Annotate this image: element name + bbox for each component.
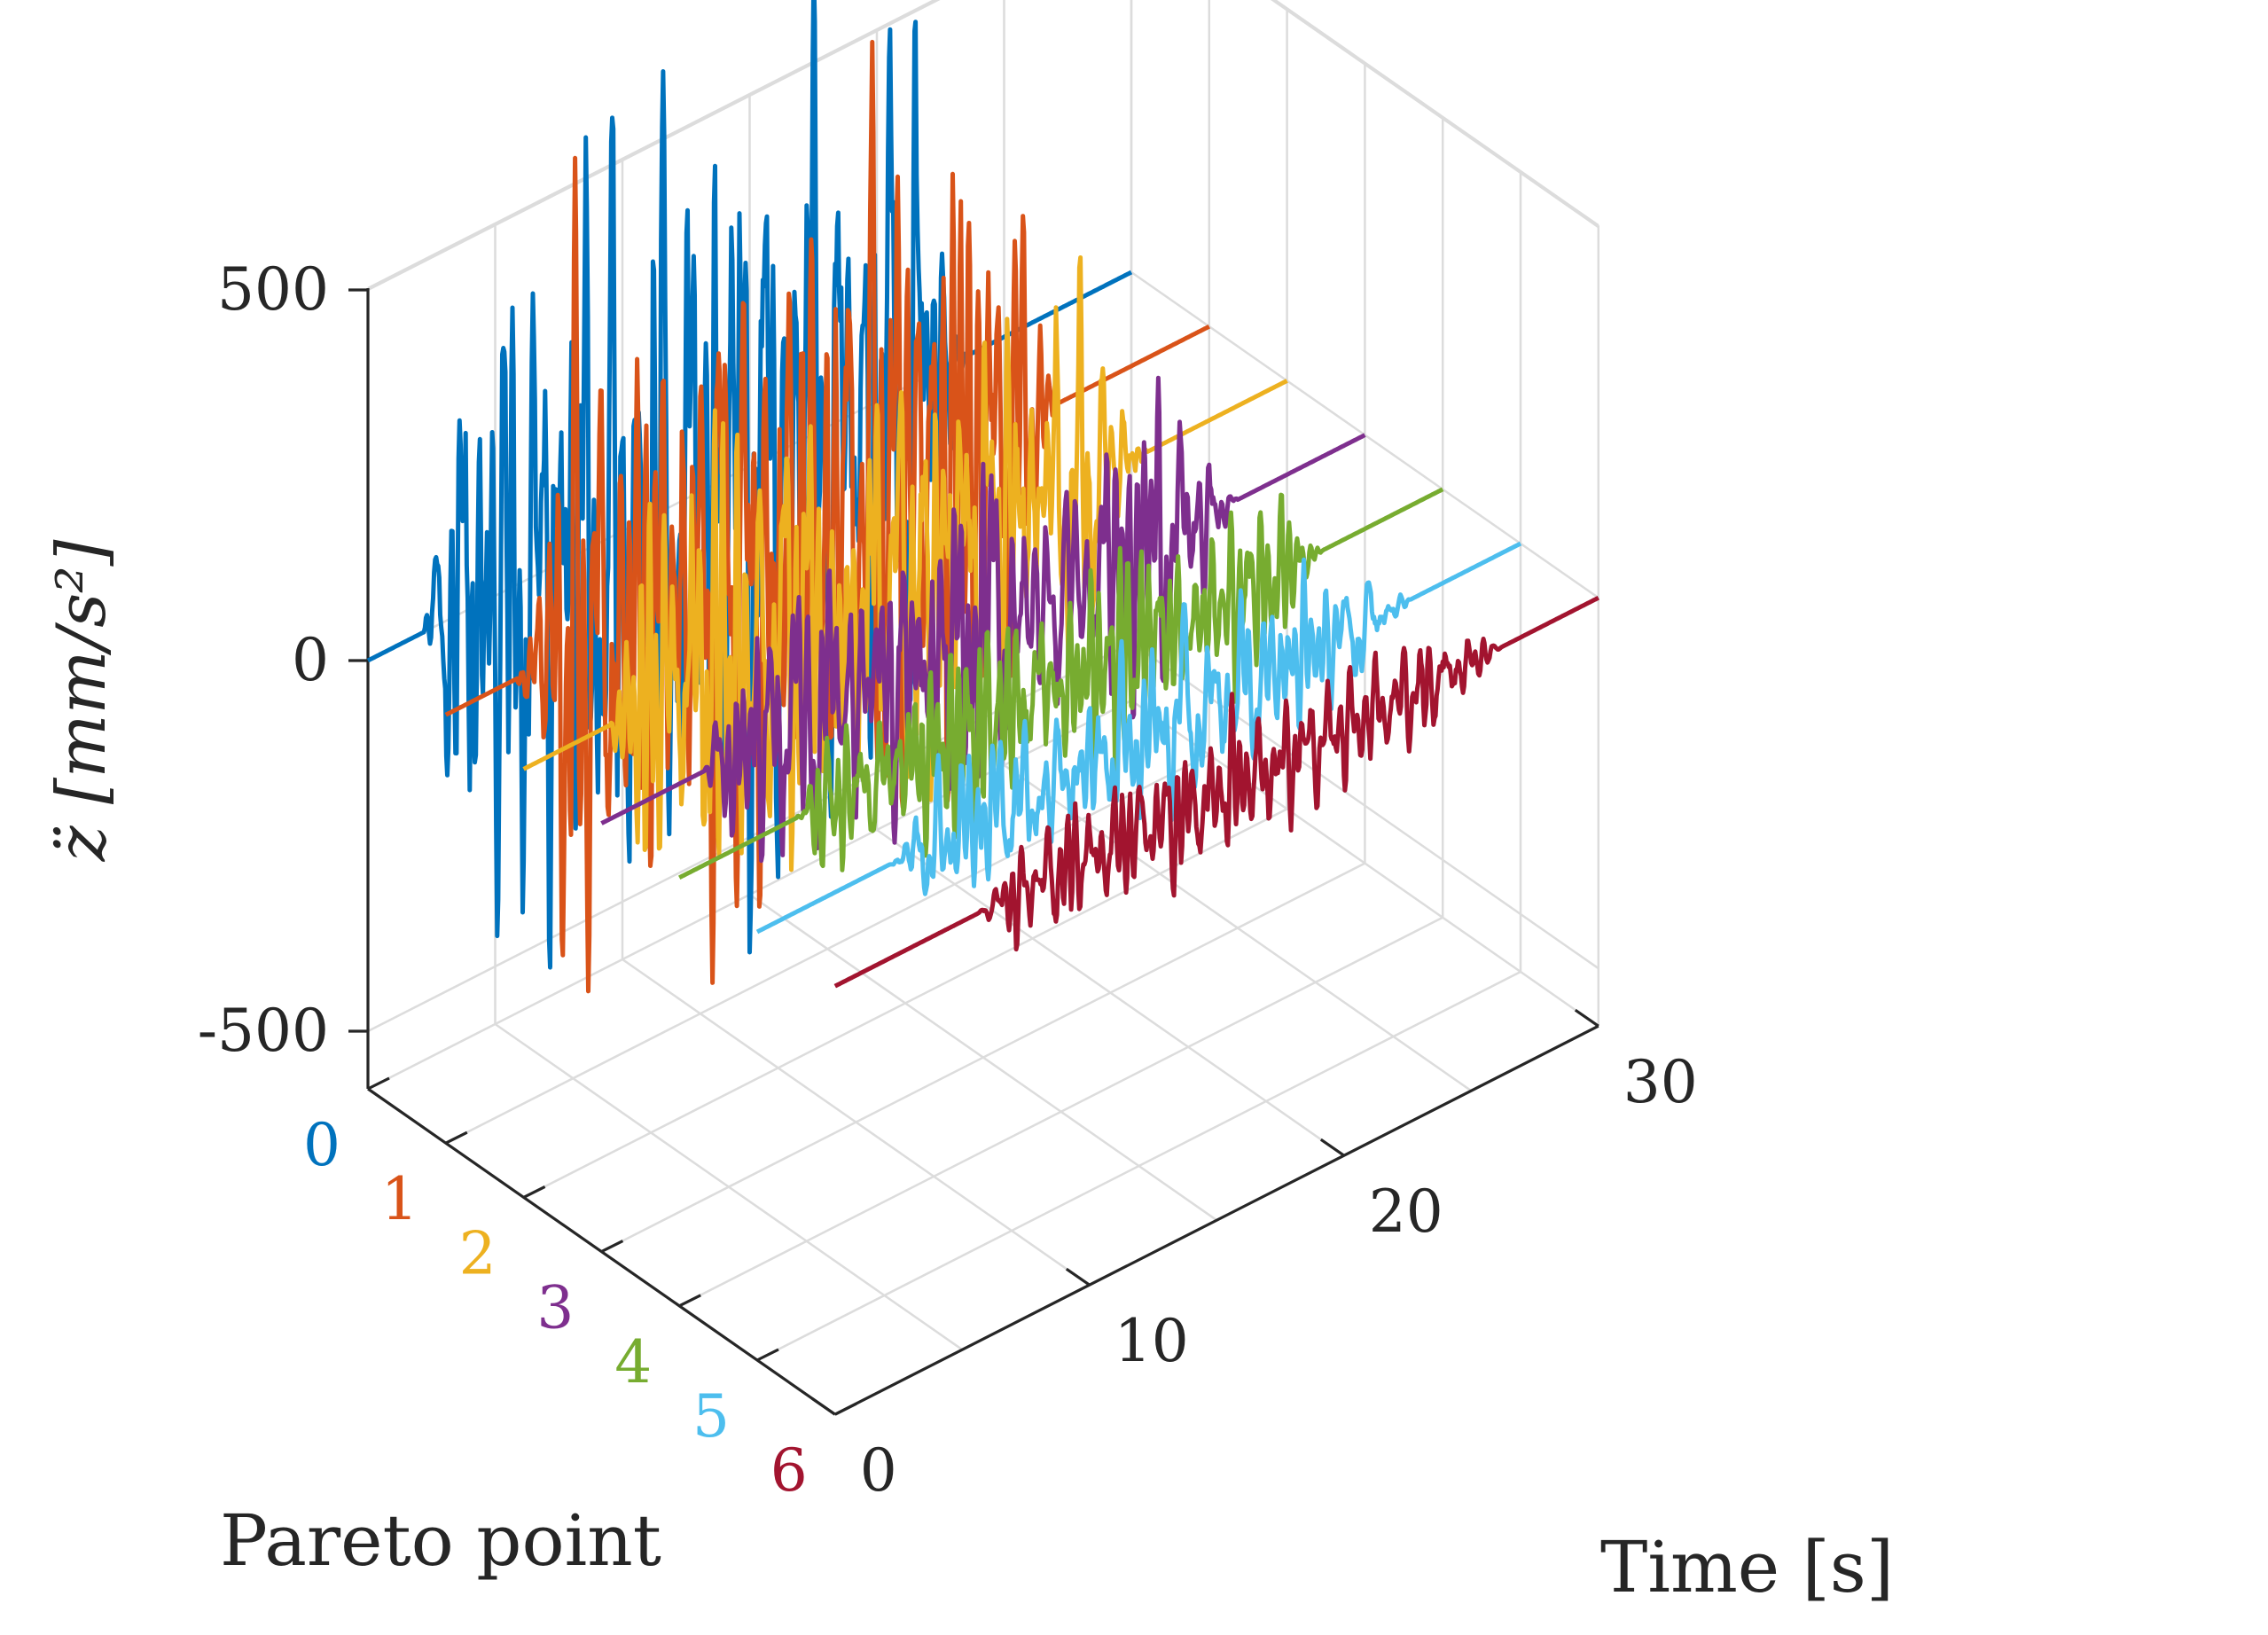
z-axis-label: z̈ [mm/s²] [42,539,121,862]
floor-grid-line [494,1022,964,1351]
series-line-0 [366,0,1133,970]
pareto-tick-label: 6 [770,1436,808,1505]
side-wall-grid-line [1272,0,1599,227]
time-tick-mark [1574,1008,1599,1028]
pareto-tick-label: 4 [614,1328,652,1396]
time-tick-mark [810,1396,836,1416]
time-tick-label: 10 [1114,1307,1189,1375]
floor-grid-line [622,958,1091,1287]
pareto-tick-label: 1 [381,1165,418,1233]
pareto-tick-mark [834,1402,857,1416]
pareto-tick-label: 3 [536,1274,574,1342]
z-tick-label: 500 [217,255,329,324]
time-tick-mark [1319,1138,1345,1157]
time-tick-mark [1065,1267,1091,1287]
pareto-tick-mark [445,1130,468,1145]
time-tick-label: 30 [1623,1048,1698,1116]
side-wall-grid-line [1271,0,1599,229]
pareto-tick-mark [678,1294,701,1308]
back-wall-grid-line [367,0,941,292]
y-axis-label: Pareto point [220,1499,661,1582]
floor-grid-line [748,893,1218,1222]
pareto-tick-mark [756,1348,779,1362]
series-lines [366,0,1600,994]
series-line-6 [833,596,1600,989]
pareto-tick-mark [367,1076,390,1091]
axes [348,288,1599,1416]
series-line-4 [677,487,1444,880]
time-tick-label: 20 [1369,1177,1443,1246]
series-line-3 [600,375,1366,864]
time-axis-line [834,1024,1599,1416]
time-tick-label: 0 [860,1436,897,1505]
floor-grid-line [1003,763,1473,1092]
x-axis-label: Time [s] [1600,1526,1894,1608]
pareto-tick-mark [600,1240,624,1254]
pareto-tick-label: 2 [459,1219,497,1287]
floor-grid-line [876,828,1345,1157]
z-tick-label: -500 [198,997,329,1065]
back-wall-grid-line [367,0,937,290]
z-tick-label: 0 [292,626,329,694]
pareto-tick-label: 5 [692,1382,730,1451]
pareto-tick-mark [522,1185,546,1199]
pareto-tick-label: 0 [303,1111,340,1179]
